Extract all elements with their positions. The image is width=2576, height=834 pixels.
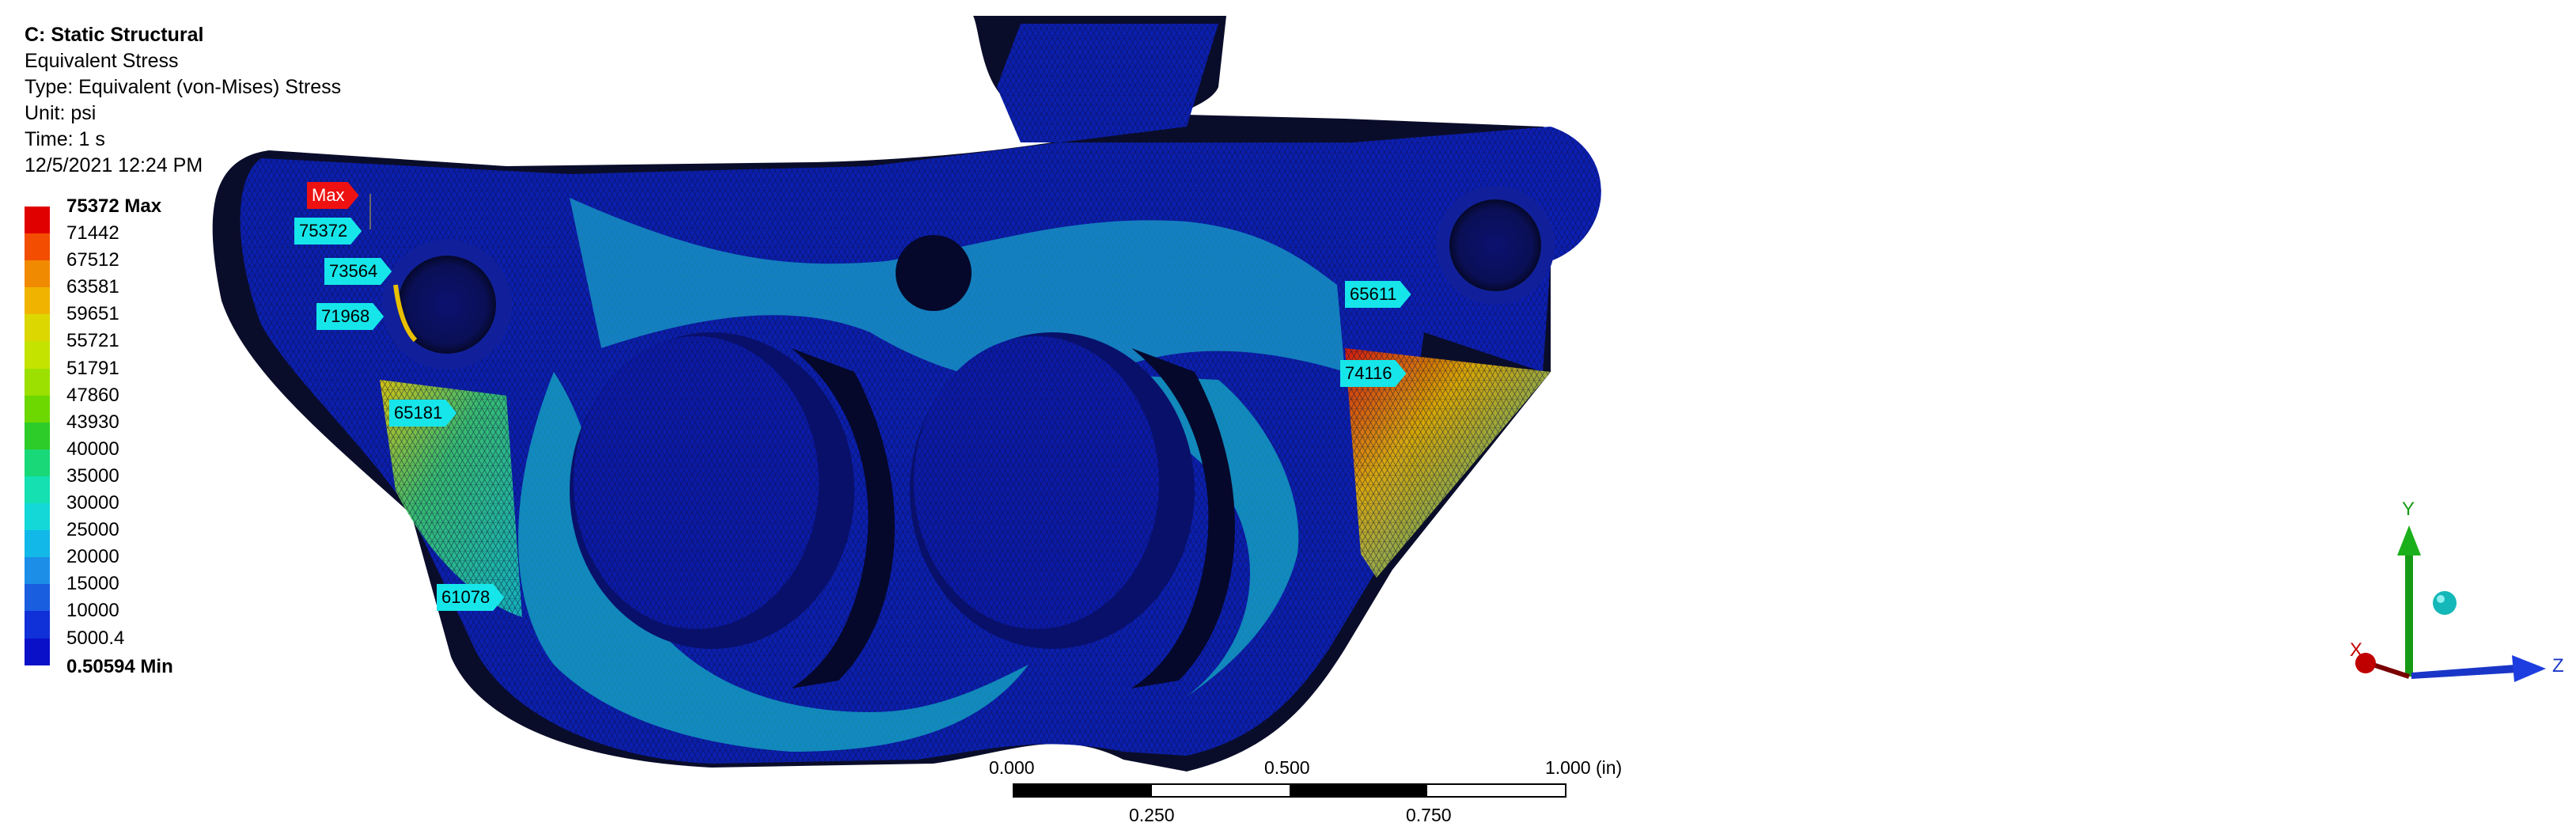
legend-value: 10000 — [66, 600, 119, 622]
legend-swatch — [25, 341, 50, 369]
triad-x-label: X — [2350, 639, 2363, 661]
legend-swatch — [25, 584, 50, 612]
probe-label[interactable]: 74116 — [1340, 360, 1407, 387]
probe-label[interactable]: 73564 — [324, 258, 392, 285]
legend-value: 67512 — [66, 249, 119, 271]
legend-swatch — [25, 449, 50, 476]
result-header: C: Static Structural Equivalent Stress T… — [25, 22, 341, 179]
legend-swatch — [25, 395, 50, 423]
legend-swatch — [25, 638, 50, 665]
legend-swatch — [25, 233, 50, 261]
scale-label-0: 0.000 — [989, 757, 1035, 778]
legend-swatch — [25, 314, 50, 342]
coordinate-triad[interactable]: Y Z X — [2334, 499, 2571, 704]
legend-swatch — [25, 530, 50, 558]
scale-label-1-0: 1.000 (in) — [1545, 757, 1623, 778]
legend-value: 43930 — [66, 411, 119, 433]
result-type: Type: Equivalent (von-Mises) Stress — [25, 76, 342, 98]
probe-label[interactable]: 65611 — [1345, 281, 1411, 308]
result-time: Time: 1 s — [25, 128, 105, 150]
legend-swatch — [25, 207, 50, 234]
probe-label[interactable]: 71968 — [316, 303, 384, 330]
scale-bar-segments — [1013, 783, 1566, 798]
probe-label[interactable]: 75372 — [294, 218, 362, 245]
legend-value: 30000 — [66, 492, 119, 514]
probe-label[interactable]: 65181 — [389, 400, 456, 426]
analysis-title: C: Static Structural — [25, 24, 204, 46]
max-probe-tag[interactable]: Max — [307, 182, 359, 209]
triad-graphic — [2355, 525, 2546, 682]
result-timestamp: 12/5/2021 12:24 PM — [25, 154, 203, 176]
legend-swatch — [25, 368, 50, 396]
legend-value: 59651 — [66, 303, 119, 325]
legend-max-label: 75372 Max — [66, 195, 162, 217]
caliper-body — [212, 16, 1601, 771]
legend-swatch — [25, 611, 50, 639]
legend-swatch — [25, 503, 50, 531]
probe-label[interactable]: 61078 — [437, 584, 504, 611]
legend-value: 51791 — [66, 357, 119, 379]
legend-value: 25000 — [66, 519, 119, 541]
legend-value: 71442 — [66, 222, 119, 245]
result-name: Equivalent Stress — [25, 50, 179, 72]
legend-swatch — [25, 557, 50, 585]
legend-value: 35000 — [66, 464, 119, 487]
legend-value: 63581 — [66, 276, 119, 298]
triad-z-label: Z — [2552, 655, 2564, 677]
legend-swatch — [25, 260, 50, 288]
scale-label-0-5: 0.500 — [1264, 757, 1310, 778]
legend-value: 5000.4 — [66, 627, 125, 649]
scale-label-0-25: 0.250 — [1129, 805, 1175, 825]
legend-swatch — [25, 287, 50, 315]
scale-label-0-75: 0.750 — [1406, 805, 1452, 825]
legend-min-label: 0.50594 Min — [66, 655, 173, 677]
result-unit: Unit: psi — [25, 102, 97, 124]
legend-value: 47860 — [66, 384, 119, 406]
legend-swatch — [25, 422, 50, 449]
legend-value: 40000 — [66, 438, 119, 460]
triad-y-label: Y — [2402, 499, 2415, 520]
legend-value: 55721 — [66, 330, 119, 352]
legend-swatch — [25, 476, 50, 504]
legend-value: 15000 — [66, 573, 119, 595]
legend-value: 20000 — [66, 546, 119, 568]
